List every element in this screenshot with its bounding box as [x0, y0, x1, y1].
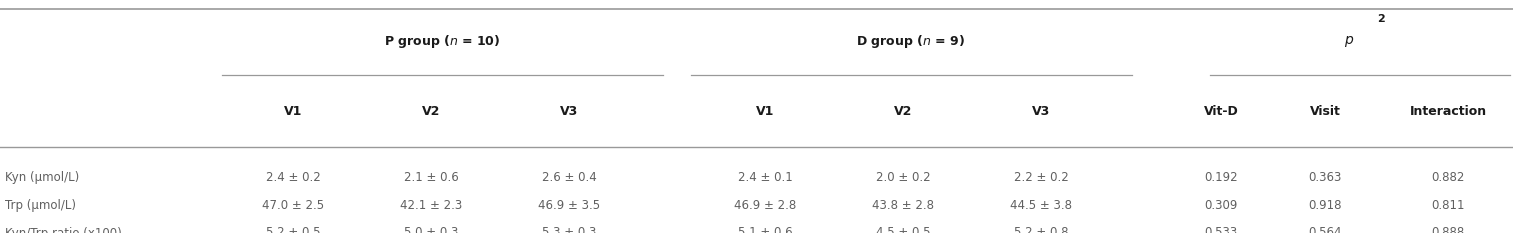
- Text: $p$: $p$: [1345, 34, 1354, 49]
- Text: 0.309: 0.309: [1204, 199, 1238, 212]
- Text: 5.2 ± 0.5: 5.2 ± 0.5: [266, 226, 321, 233]
- Text: 2.1 ± 0.6: 2.1 ± 0.6: [404, 171, 458, 184]
- Text: 0.363: 0.363: [1309, 171, 1342, 184]
- Text: 5.0 ± 0.3: 5.0 ± 0.3: [404, 226, 458, 233]
- Text: 42.1 ± 2.3: 42.1 ± 2.3: [399, 199, 463, 212]
- Text: V2: V2: [894, 105, 912, 118]
- Text: Vit-D: Vit-D: [1204, 105, 1238, 118]
- Text: 0.888: 0.888: [1431, 226, 1465, 233]
- Text: 44.5 ± 3.8: 44.5 ± 3.8: [1011, 199, 1071, 212]
- Text: 46.9 ± 3.5: 46.9 ± 3.5: [537, 199, 601, 212]
- Text: 2.4 ± 0.2: 2.4 ± 0.2: [266, 171, 321, 184]
- Text: 2: 2: [1377, 14, 1384, 24]
- Text: Visit: Visit: [1310, 105, 1341, 118]
- Text: 5.1 ± 0.6: 5.1 ± 0.6: [738, 226, 793, 233]
- Text: 0.533: 0.533: [1204, 226, 1238, 233]
- Text: V3: V3: [560, 105, 578, 118]
- Text: 0.811: 0.811: [1431, 199, 1465, 212]
- Text: 2.2 ± 0.2: 2.2 ± 0.2: [1014, 171, 1068, 184]
- Text: Interaction: Interaction: [1410, 105, 1486, 118]
- Text: 0.918: 0.918: [1309, 199, 1342, 212]
- Text: 5.2 ± 0.8: 5.2 ± 0.8: [1014, 226, 1068, 233]
- Text: 2.6 ± 0.4: 2.6 ± 0.4: [542, 171, 596, 184]
- Text: Trp (μmol/L): Trp (μmol/L): [5, 199, 76, 212]
- Text: 0.564: 0.564: [1309, 226, 1342, 233]
- Text: D group ($n$ = 9): D group ($n$ = 9): [856, 34, 965, 50]
- Text: 5.3 ± 0.3: 5.3 ± 0.3: [542, 226, 596, 233]
- Text: V1: V1: [756, 105, 775, 118]
- Text: 46.9 ± 2.8: 46.9 ± 2.8: [734, 199, 797, 212]
- Text: 47.0 ± 2.5: 47.0 ± 2.5: [262, 199, 325, 212]
- Text: 0.882: 0.882: [1431, 171, 1465, 184]
- Text: Kyn/Trp ratio (x100): Kyn/Trp ratio (x100): [5, 226, 121, 233]
- Text: V2: V2: [422, 105, 440, 118]
- Text: Kyn (μmol/L): Kyn (μmol/L): [5, 171, 79, 184]
- Text: 43.8 ± 2.8: 43.8 ± 2.8: [873, 199, 934, 212]
- Text: V3: V3: [1032, 105, 1050, 118]
- Text: 0.192: 0.192: [1204, 171, 1238, 184]
- Text: V1: V1: [284, 105, 303, 118]
- Text: P group ($n$ = 10): P group ($n$ = 10): [384, 34, 499, 50]
- Text: 4.5 ± 0.5: 4.5 ± 0.5: [876, 226, 930, 233]
- Text: 2.4 ± 0.1: 2.4 ± 0.1: [738, 171, 793, 184]
- Text: 2.0 ± 0.2: 2.0 ± 0.2: [876, 171, 930, 184]
